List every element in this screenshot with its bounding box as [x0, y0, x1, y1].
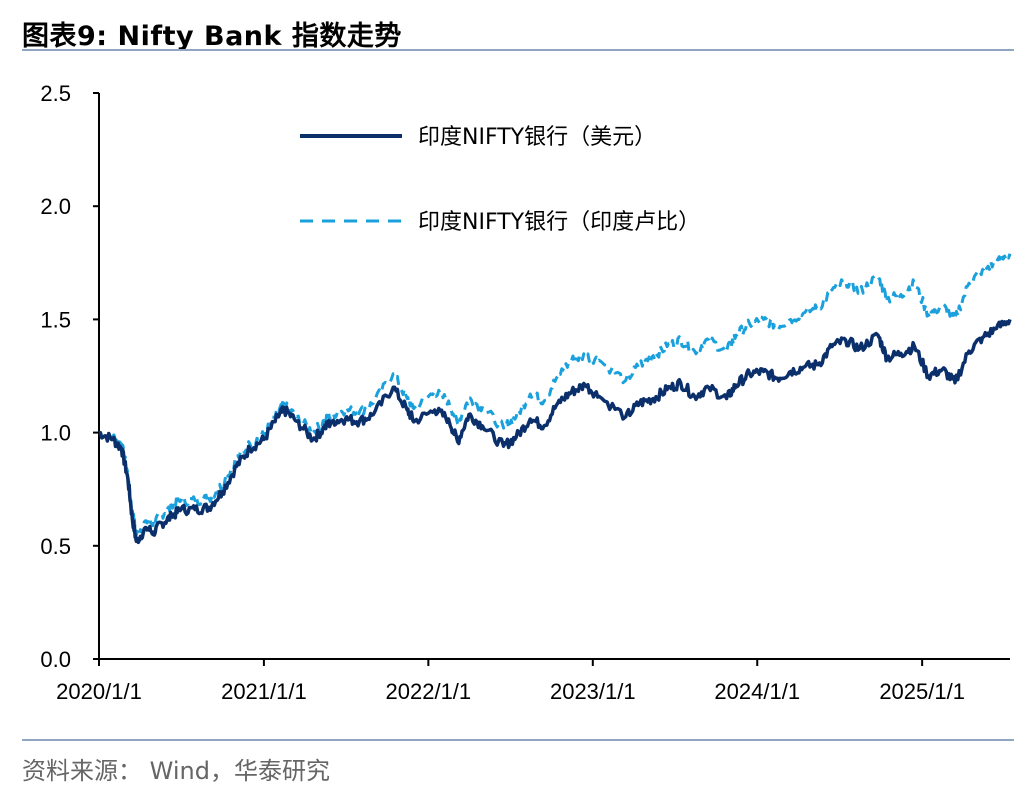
- y-tick-label: 0.0: [40, 647, 71, 672]
- y-tick-label: 2.0: [40, 194, 71, 219]
- figure-title: 图表9: Nifty Bank 指数走势: [22, 21, 402, 52]
- series-line-inr: [98, 253, 1012, 537]
- y-tick-label: 0.5: [40, 534, 71, 559]
- legend-label: 印度NIFTY银行（印度卢比）: [418, 210, 700, 235]
- source-divider: [22, 739, 1014, 741]
- series-line-usd: [98, 318, 1012, 545]
- x-tick-label: 2025/1/1: [879, 679, 965, 704]
- chart-series-lines: [98, 253, 1012, 545]
- x-tick-label: 2024/1/1: [714, 679, 800, 704]
- title-divider: [22, 49, 1014, 51]
- x-tick-label: 2023/1/1: [550, 679, 636, 704]
- y-tick-label: 2.5: [40, 81, 71, 106]
- chart-axes: 0.0 0.5 1.0 1.5 2.0 2.5 2020/1/1 2021/1/1 2022/1…: [40, 81, 1010, 704]
- y-tick-label: 1.0: [40, 421, 71, 446]
- legend-label: 印度NIFTY银行（美元）: [418, 125, 656, 150]
- x-tick-label: 2020/1/1: [56, 679, 142, 704]
- chart-legend: 印度NIFTY银行（美元） 印度NIFTY银行（印度卢比）: [300, 125, 700, 235]
- x-tick-label: 2022/1/1: [386, 679, 472, 704]
- x-tick-label: 2021/1/1: [221, 679, 307, 704]
- y-tick-label: 1.5: [40, 307, 71, 332]
- source-note: 资料来源： Wind，华泰研究: [22, 757, 330, 785]
